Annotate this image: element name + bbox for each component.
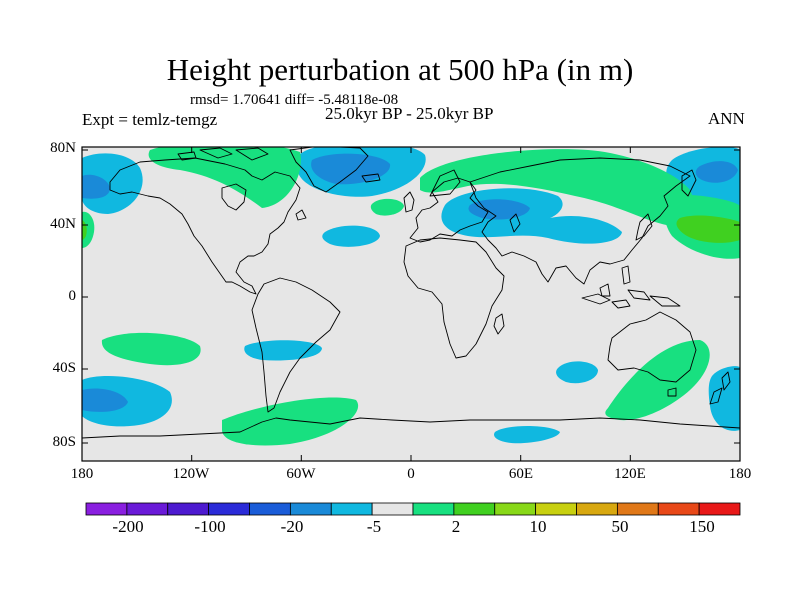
colorbar-swatch xyxy=(616,502,659,516)
coast-europe xyxy=(409,177,489,243)
coast-new-zealand xyxy=(709,371,731,405)
coast-madagascar xyxy=(493,313,505,335)
lon-tick-label: 60W xyxy=(286,466,316,482)
coast-tasmania xyxy=(667,387,677,397)
coast-asia xyxy=(469,157,691,285)
coast-kamchatka xyxy=(681,169,697,197)
lon-tick-label: 120W xyxy=(172,466,210,482)
anomaly-negative-north-pacific xyxy=(82,153,143,214)
colorbar-swatch xyxy=(289,502,332,516)
colorbar-label: -5 xyxy=(366,517,382,536)
coast-scandinavia xyxy=(429,169,461,197)
colorbar-label: 2 xyxy=(451,517,461,536)
anomaly-negative-southern-ocean xyxy=(494,426,560,444)
colorbar-label: -20 xyxy=(280,517,304,536)
period-label: 25.0kyr BP - 25.0kyr BP xyxy=(325,104,494,123)
coast-newfoundland xyxy=(295,209,307,221)
colorbar-swatch xyxy=(126,502,169,516)
lon-tick-label: 0 xyxy=(407,466,415,482)
anomaly-positive-eurasia xyxy=(420,149,694,226)
lon-tick-label: 180 xyxy=(728,466,752,482)
anomaly-negative-northeast-pacific-core xyxy=(695,161,738,183)
colorbar-swatch xyxy=(330,502,373,516)
lat-tick-label: 80S xyxy=(52,434,76,450)
coast-caspian xyxy=(509,213,521,233)
anomaly-positive-dateline-west xyxy=(82,211,95,248)
anomaly-negative-north-atlantic xyxy=(322,225,380,247)
colorbar-label: 50 xyxy=(611,517,629,536)
coast-antarctica xyxy=(82,417,740,439)
coast-japan xyxy=(635,213,653,241)
lon-tick-label: 60E xyxy=(508,466,534,482)
colorbar-label: 150 xyxy=(689,517,715,536)
anomaly-positive-north-pacific-core xyxy=(676,215,740,243)
colorbar xyxy=(85,502,741,516)
anomaly-negative-north-pacific-core xyxy=(82,174,110,199)
colorbar-label: -200 xyxy=(112,517,144,536)
colorbar-swatch xyxy=(657,502,700,516)
anomaly-negative-greenland-core xyxy=(311,153,391,185)
anomaly-positive-australia xyxy=(605,340,710,421)
coast-philippines xyxy=(621,265,631,285)
anomaly-positive-north-america xyxy=(148,147,301,208)
lat-tick-label: 40S xyxy=(52,360,76,376)
anomaly-negative-east-pacific xyxy=(708,366,740,431)
coastlines xyxy=(82,147,740,439)
map-title: Height perturbation at 500 hPa (in m) xyxy=(166,52,634,87)
colorbar-label: 10 xyxy=(529,517,547,536)
axis-ticks xyxy=(81,147,741,461)
lat-tick-label: 40N xyxy=(50,216,76,232)
lat-tick-label: 80N xyxy=(50,140,76,156)
experiment-label: Expt = temlz-temgz xyxy=(82,110,218,129)
stats-line: rmsd= 1.70641 diff= -5.48118e-08 xyxy=(190,92,399,108)
colorbar-swatch xyxy=(249,502,291,516)
coast-africa xyxy=(403,237,505,359)
colorbar-swatch xyxy=(576,502,618,516)
colorbar-swatch xyxy=(494,502,537,516)
lon-tick-label: 120E xyxy=(614,466,646,482)
colorbar-swatch xyxy=(535,502,577,516)
anomaly-negative-central-asia-core xyxy=(468,199,530,220)
coast-britain xyxy=(403,191,415,213)
coast-hudson-bay xyxy=(221,183,247,211)
coast-indonesia xyxy=(581,283,681,309)
coast-south-america xyxy=(251,277,341,413)
colorbar-swatch xyxy=(167,502,210,516)
anomaly-negative-indian-ocean xyxy=(556,361,598,384)
anomaly-positive-atlantic xyxy=(370,198,404,216)
anomaly-positive-south-pacific xyxy=(101,332,201,366)
colorbar-swatch xyxy=(208,502,250,516)
coast-iceland xyxy=(361,173,381,183)
colorbar-label: -100 xyxy=(194,517,226,536)
colorbar-swatch xyxy=(453,502,496,516)
lat-tick-label: 0 xyxy=(68,288,77,304)
season-label: ANN xyxy=(708,109,745,128)
lon-tick-label: 180 xyxy=(70,466,94,482)
colorbar-swatch xyxy=(371,502,414,516)
anomaly-contours xyxy=(82,147,740,446)
anomaly-negative-south-pacific-core xyxy=(82,388,128,412)
colorbar-swatch xyxy=(412,502,455,516)
colorbar-swatch xyxy=(698,502,741,516)
colorbar-swatch xyxy=(85,502,128,516)
coast-australia xyxy=(607,311,697,383)
coast-north-america xyxy=(109,157,301,295)
coast-arctic-islands xyxy=(177,147,269,161)
anomaly-positive-southern-ocean xyxy=(222,397,359,446)
